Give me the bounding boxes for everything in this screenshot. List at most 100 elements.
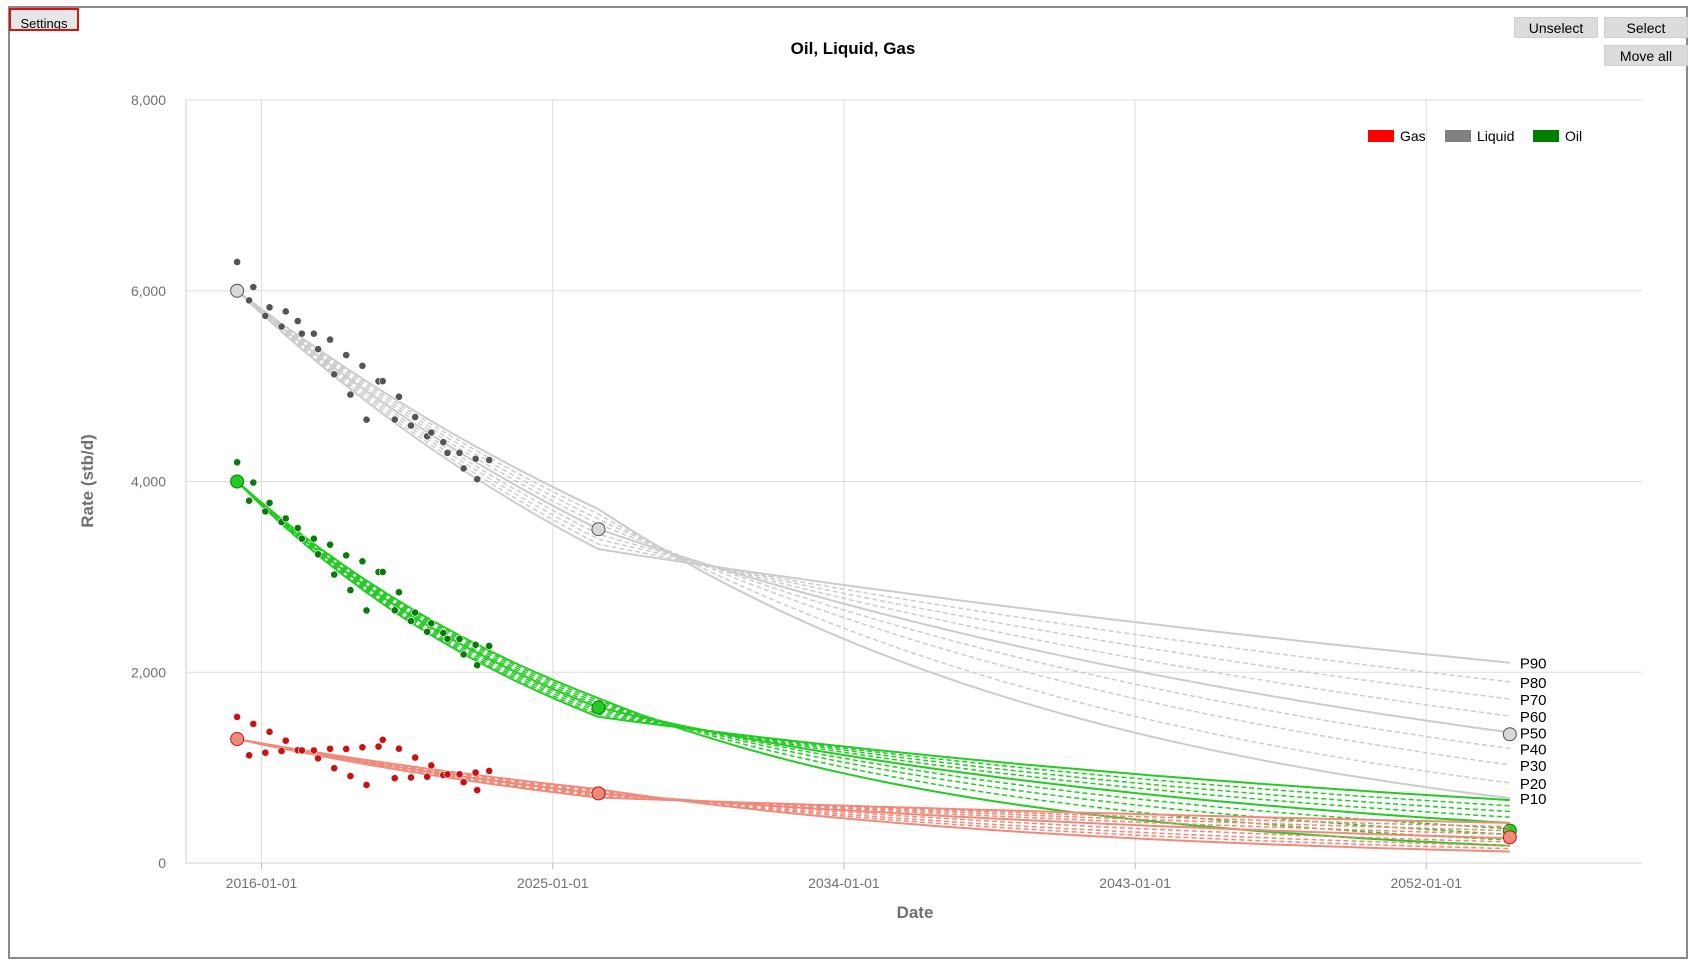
history-point-oil xyxy=(378,568,387,576)
series-liquid xyxy=(230,258,1517,800)
forecast-curve-gas xyxy=(236,738,1510,828)
history-point-gas xyxy=(249,719,258,728)
history-point-gas xyxy=(423,772,432,781)
history-point-gas xyxy=(378,735,387,744)
end-marker-liquid xyxy=(1502,727,1517,742)
history-point-liquid xyxy=(314,345,322,354)
history-point-oil xyxy=(281,514,290,523)
legend-label-liquid: Liquid xyxy=(1477,128,1514,144)
history-point-gas xyxy=(346,772,355,780)
history-point-liquid xyxy=(245,296,254,305)
history-point-gas xyxy=(245,751,254,760)
history-point-gas xyxy=(443,770,452,779)
anchor-marker-liquid xyxy=(591,522,606,537)
forecast-curve-gas xyxy=(236,738,1510,847)
history-point-oil xyxy=(293,524,302,532)
y-tick-label: 2,000 xyxy=(131,664,166,680)
history-point-liquid xyxy=(473,475,482,484)
history-point-gas xyxy=(485,767,494,775)
history-point-oil xyxy=(309,534,318,543)
history-point-gas xyxy=(297,746,306,755)
history-point-oil xyxy=(233,458,242,467)
history-point-gas xyxy=(390,774,399,783)
y-tick-label: 0 xyxy=(158,855,166,871)
history-point-liquid xyxy=(249,283,258,291)
start-marker-oil xyxy=(230,474,245,489)
history-point-gas xyxy=(374,742,383,751)
move-all-button[interactable]: Move all xyxy=(1604,45,1688,66)
forecast-curve-liquid xyxy=(236,290,1510,683)
history-point-oil xyxy=(471,640,480,649)
unselect-button[interactable]: Unselect xyxy=(1514,17,1598,38)
history-point-oil xyxy=(358,557,367,566)
forecast-curve-liquid xyxy=(236,290,1510,700)
history-point-oil xyxy=(485,642,494,650)
forecast-curve-oil xyxy=(236,480,1510,830)
history-point-oil xyxy=(249,478,258,487)
history-point-gas xyxy=(265,727,274,736)
history-point-liquid xyxy=(407,421,415,430)
forecast-curve-gas xyxy=(236,738,1510,843)
history-point-liquid xyxy=(342,351,351,359)
axes: 0 2,000 4,000 6,000 8,000 2016-01-01 2025-01-0… xyxy=(131,92,1642,891)
anchor-marker-gas xyxy=(591,786,606,801)
forecast-curve-liquid xyxy=(236,290,1510,734)
history-point-oil xyxy=(439,629,448,637)
series-oil xyxy=(230,458,1517,847)
forecast-curve-oil xyxy=(236,480,1510,807)
forecast-curve-gas xyxy=(236,738,1510,836)
x-tick-label: 2016-01-01 xyxy=(226,875,298,891)
forecast-curve-gas xyxy=(236,738,1510,832)
percentile-label: P40 xyxy=(1520,742,1547,759)
history-point-gas xyxy=(411,753,420,762)
history-point-gas xyxy=(309,746,318,755)
start-marker-gas xyxy=(230,732,245,747)
y-tick-label: 4,000 xyxy=(131,474,166,490)
history-point-oil xyxy=(407,617,415,625)
forecast-curve-oil xyxy=(236,480,1510,841)
history-point-oil xyxy=(390,606,399,615)
history-point-gas xyxy=(342,745,351,753)
x-axis-label: Date xyxy=(897,903,934,922)
forecast-curve-liquid xyxy=(236,290,1510,800)
legend-swatch-gas xyxy=(1368,130,1394,142)
history-point-liquid xyxy=(485,456,494,464)
history-point-oil xyxy=(342,551,351,560)
history-point-liquid xyxy=(439,438,448,447)
y-axis-label: Rate (stb/d) xyxy=(78,434,97,528)
history-point-gas xyxy=(395,744,403,753)
history-point-oil xyxy=(265,498,274,507)
forecast-curve-oil xyxy=(236,480,1510,802)
history-point-gas xyxy=(459,778,468,787)
legend-label-gas: Gas xyxy=(1400,128,1426,144)
x-tick-label: 2025-01-01 xyxy=(517,875,589,891)
history-point-oil xyxy=(362,606,371,615)
start-marker-liquid xyxy=(230,283,245,298)
history-point-gas xyxy=(471,768,480,777)
y-tick-label: 6,000 xyxy=(131,283,166,299)
history-point-liquid xyxy=(378,377,387,386)
history-point-gas xyxy=(407,773,415,782)
history-point-gas xyxy=(455,770,464,779)
settings-button[interactable]: Settings xyxy=(9,8,79,31)
history-point-oil xyxy=(427,619,436,628)
history-point-oil xyxy=(473,661,482,670)
chart-title: Oil, Liquid, Gas xyxy=(791,39,916,58)
history-point-oil xyxy=(459,650,468,659)
history-point-liquid xyxy=(277,322,286,331)
history-point-liquid xyxy=(233,258,242,266)
grid xyxy=(186,99,1642,864)
chart-frame xyxy=(8,6,1688,959)
x-tick-label: 2043-01-01 xyxy=(1099,875,1171,891)
history-point-liquid xyxy=(471,454,480,463)
forecast-curve-liquid xyxy=(236,290,1510,784)
legend: Gas Liquid Oil xyxy=(1368,128,1582,144)
select-button[interactable]: Select xyxy=(1604,17,1688,38)
forecast-curve-oil xyxy=(236,480,1510,847)
history-point-oil xyxy=(330,570,339,579)
legend-label-oil: Oil xyxy=(1565,128,1582,144)
legend-swatch-oil xyxy=(1533,130,1559,142)
percentile-label: P90 xyxy=(1520,656,1547,673)
